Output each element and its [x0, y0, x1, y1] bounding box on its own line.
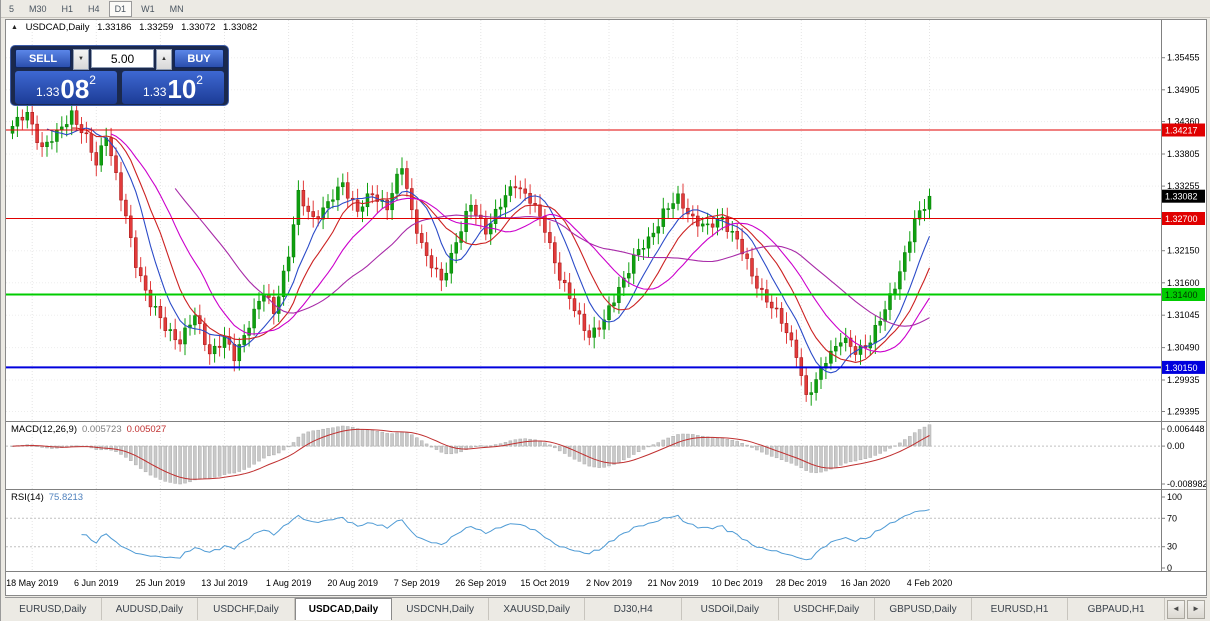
svg-text:4 Feb 2020: 4 Feb 2020 — [907, 578, 953, 588]
svg-text:7 Sep 2019: 7 Sep 2019 — [394, 578, 440, 588]
svg-text:0.006448: 0.006448 — [1167, 424, 1205, 434]
macd-pane — [6, 424, 1161, 485]
horizontal-level-lines[interactable] — [6, 129, 1161, 369]
timeframe-toolbar: 5 M30 H1 H4 D1 W1 MN — [1, 0, 1210, 18]
price-tick: 1.29395 — [1167, 407, 1200, 417]
price-tick: 1.33255 — [1167, 181, 1200, 191]
svg-text:-0.008982: -0.008982 — [1167, 479, 1206, 489]
sell-price-pips: 08 — [60, 74, 90, 104]
volume-input[interactable] — [92, 51, 153, 67]
sell-price-prefix: 1.33 — [36, 85, 60, 99]
price-tick: 1.33805 — [1167, 149, 1200, 159]
timeframe-w1-button[interactable]: W1 — [141, 3, 155, 14]
buy-price-point: 2 — [196, 73, 203, 87]
svg-text:1.34217: 1.34217 — [1165, 126, 1198, 136]
svg-text:1.32700: 1.32700 — [1165, 214, 1198, 224]
chart-tab-bar: EURUSD,Daily AUDUSD,Daily USDCHF,Daily USDC… — [5, 597, 1207, 620]
svg-text:21 Nov 2019: 21 Nov 2019 — [648, 578, 699, 588]
volume-increase-button[interactable]: ▲ — [156, 49, 172, 70]
chart-tab-usdchf-daily[interactable]: USDCHF,Daily — [198, 598, 295, 620]
chart-tab-gbpusd-daily[interactable]: GBPUSD,Daily — [875, 598, 972, 620]
price-tick: 1.31600 — [1167, 278, 1200, 288]
timeframe-h1-button[interactable]: H1 — [61, 3, 74, 14]
svg-text:6 Jun 2019: 6 Jun 2019 — [74, 578, 119, 588]
volume-decrease-button[interactable]: ▼ — [73, 49, 89, 70]
svg-text:26 Sep 2019: 26 Sep 2019 — [455, 578, 506, 588]
price-tick: 1.31045 — [1167, 310, 1200, 320]
price-axis[interactable] — [6, 20, 1206, 572]
svg-text:25 Jun 2019: 25 Jun 2019 — [136, 578, 186, 588]
svg-text:1.31400: 1.31400 — [1165, 290, 1198, 300]
timeframe-5-button[interactable]: 5 — [9, 3, 15, 14]
svg-text:10 Dec 2019: 10 Dec 2019 — [712, 578, 763, 588]
candles — [10, 100, 932, 406]
moving-average-lines — [46, 127, 931, 374]
svg-text:1.30150: 1.30150 — [1165, 363, 1198, 373]
price-tick: 1.34905 — [1167, 85, 1200, 95]
chart-tab-usdcnh-daily[interactable]: USDCNH,Daily — [392, 598, 489, 620]
chart-tab-audusd-daily[interactable]: AUDUSD,Daily — [101, 598, 199, 620]
svg-text:1 Aug 2019: 1 Aug 2019 — [266, 578, 312, 588]
svg-text:20 Aug 2019: 20 Aug 2019 — [327, 578, 378, 588]
svg-text:0.00: 0.00 — [1167, 441, 1185, 451]
svg-text:0: 0 — [1167, 563, 1172, 573]
price-chart-canvas[interactable]: 1.35455 1.34905 1.34360 1.33805 1.33255 1.327… — [6, 20, 1206, 595]
price-tick: 1.30490 — [1167, 343, 1200, 353]
chart-tab-usdoil-daily[interactable]: USDOil,Daily — [682, 598, 779, 620]
sell-price-point: 2 — [89, 73, 96, 87]
price-tick: 1.34360 — [1167, 117, 1200, 127]
svg-text:70: 70 — [1167, 513, 1177, 523]
chart-tab-dj30-h4[interactable]: DJ30,H4 — [585, 598, 683, 620]
svg-text:16 Jan 2020: 16 Jan 2020 — [841, 578, 891, 588]
sell-price-quote[interactable]: 1.33 08 2 — [15, 71, 117, 104]
svg-text:18 May 2019: 18 May 2019 — [6, 578, 58, 588]
buy-price-quote[interactable]: 1.33 10 2 — [122, 71, 224, 104]
price-tick: 1.29935 — [1167, 375, 1200, 385]
chart-tab-xauusd-daily[interactable]: XAUUSD,Daily — [488, 598, 586, 620]
chart-tab-eurusd-daily[interactable]: EURUSD,Daily — [5, 598, 102, 620]
svg-text:28 Dec 2019: 28 Dec 2019 — [776, 578, 827, 588]
chart-tab-usdcad-daily[interactable]: USDCAD,Daily — [294, 598, 393, 620]
chart-window[interactable]: 1.35455 1.34905 1.34360 1.33805 1.33255 1.327… — [5, 19, 1207, 596]
price-tick: 1.35455 — [1167, 53, 1200, 63]
timeframe-mn-button[interactable]: MN — [169, 3, 184, 14]
tab-scroll-right-button[interactable]: ► — [1187, 599, 1205, 619]
chart-tab-usdchf-daily[interactable]: USDCHF,Daily — [778, 598, 876, 620]
svg-text:30: 30 — [1167, 542, 1177, 552]
buy-price-pips: 10 — [167, 74, 197, 104]
timeframe-d1-button[interactable]: D1 — [108, 0, 133, 17]
svg-text:1.33082: 1.33082 — [1165, 192, 1198, 202]
rsi-pane — [6, 509, 1161, 561]
buy-button[interactable]: BUY — [174, 49, 224, 68]
tab-scroll-arrows: ◄ ► — [1165, 598, 1207, 620]
svg-text:15 Oct 2019: 15 Oct 2019 — [520, 578, 569, 588]
svg-text:2 Nov 2019: 2 Nov 2019 — [586, 578, 632, 588]
timeframe-m30-button[interactable]: M30 — [29, 3, 47, 14]
grid — [6, 20, 1161, 571]
one-click-trading-panel: SELL ▼ ▲ BUY 1.33 08 2 1.33 10 2 — [10, 45, 229, 106]
chart-tab-eurusd-h1[interactable]: EURUSD,H1 — [971, 598, 1069, 620]
svg-text:13 Jul 2019: 13 Jul 2019 — [201, 578, 248, 588]
chart-tabs: EURUSD,Daily AUDUSD,Daily USDCHF,Daily USDC… — [5, 598, 1165, 620]
tab-scroll-left-button[interactable]: ◄ — [1167, 599, 1185, 619]
buy-price-prefix: 1.33 — [143, 85, 167, 99]
sell-button[interactable]: SELL — [15, 49, 71, 68]
chart-tab-gbpaud-h1[interactable]: GBPAUD,H1 — [1068, 598, 1165, 620]
volume-field-wrap — [91, 49, 154, 68]
svg-text:100: 100 — [1167, 492, 1182, 502]
timeframe-h4-button[interactable]: H4 — [88, 3, 100, 14]
price-tick: 1.32150 — [1167, 246, 1200, 256]
